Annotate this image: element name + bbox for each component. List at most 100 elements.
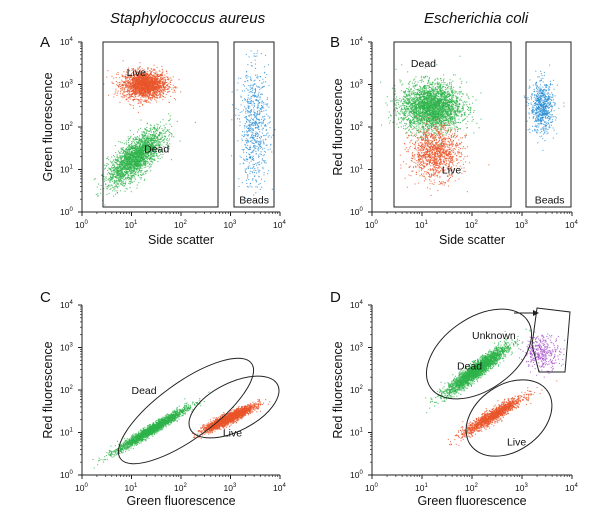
data-point: [140, 177, 142, 179]
data-point: [137, 174, 139, 176]
data-point: [148, 94, 150, 96]
data-point: [167, 86, 169, 88]
data-point: [140, 144, 142, 146]
data-point: [146, 81, 148, 83]
data-point: [151, 161, 153, 163]
data-point: [260, 109, 262, 111]
data-point: [127, 146, 129, 148]
data-point: [135, 165, 137, 167]
data-point: [147, 91, 149, 93]
data-point: [109, 179, 111, 181]
data-point: [127, 155, 129, 157]
data-point: [139, 88, 141, 90]
data-point: [147, 95, 149, 97]
data-point: [135, 159, 137, 161]
data-point: [106, 163, 108, 165]
data-point: [100, 185, 102, 187]
data-point: [159, 141, 161, 143]
data-point: [121, 175, 123, 177]
data-point: [255, 89, 257, 91]
data-point: [247, 76, 249, 78]
data-point: [157, 77, 159, 79]
data-point: [155, 91, 157, 93]
data-point: [144, 178, 146, 180]
data-point: [150, 83, 152, 85]
data-point: [139, 162, 141, 164]
data-point: [139, 99, 141, 101]
data-point: [124, 167, 126, 169]
data-point: [145, 141, 147, 143]
data-point: [248, 85, 250, 87]
data-point: [120, 158, 122, 160]
data-point: [130, 74, 132, 76]
data-point: [143, 96, 145, 98]
data-point: [137, 143, 139, 145]
data-point: [256, 119, 258, 121]
data-point: [148, 141, 150, 143]
data-point: [123, 76, 125, 78]
data-point: [120, 169, 122, 171]
data-point: [136, 169, 138, 171]
data-point: [133, 171, 135, 173]
data-point: [161, 90, 163, 92]
data-point: [254, 92, 256, 94]
data-point: [140, 150, 142, 152]
data-point: [149, 86, 151, 88]
data-point: [145, 80, 147, 82]
data-point: [139, 105, 141, 107]
data-point: [167, 77, 169, 79]
data-point: [137, 150, 139, 152]
data-point: [116, 179, 118, 181]
data-point: [142, 103, 144, 105]
data-point: [156, 78, 158, 80]
data-point: [143, 138, 145, 140]
data-point: [148, 75, 150, 77]
data-point: [271, 188, 273, 190]
data-point: [139, 161, 141, 163]
data-point: [145, 96, 147, 98]
data-point: [159, 127, 161, 129]
data-point: [141, 137, 143, 139]
data-point: [140, 127, 142, 129]
data-point: [138, 93, 140, 95]
data-point: [252, 129, 254, 131]
data-point: [136, 147, 138, 149]
data-point: [252, 89, 254, 91]
data-point: [167, 91, 169, 93]
data-point: [151, 75, 153, 77]
data-point: [127, 82, 129, 84]
data-point: [157, 139, 159, 141]
data-point: [170, 133, 172, 135]
data-point: [255, 141, 257, 143]
data-point: [153, 83, 155, 85]
data-point: [254, 59, 256, 61]
data-point: [168, 130, 170, 132]
data-point: [137, 142, 139, 144]
data-point: [173, 90, 175, 92]
data-point: [134, 89, 136, 91]
data-point: [117, 173, 119, 175]
data-point: [248, 165, 250, 167]
data-point: [143, 161, 145, 163]
data-point: [115, 77, 117, 79]
data-point: [113, 182, 115, 184]
data-point: [136, 69, 138, 71]
data-point: [104, 204, 106, 206]
data-point: [145, 132, 147, 134]
data-point: [154, 78, 156, 80]
data-point: [149, 81, 151, 83]
data-point: [118, 166, 120, 168]
data-point: [109, 184, 111, 186]
data-point: [150, 83, 152, 85]
data-point: [254, 55, 256, 57]
data-point: [140, 160, 142, 162]
data-point: [151, 68, 153, 70]
data-point: [118, 81, 120, 83]
data-point: [161, 83, 163, 85]
data-point: [139, 83, 141, 85]
data-point: [109, 185, 111, 187]
data-point: [119, 83, 121, 85]
data-point: [155, 73, 157, 75]
data-point: [132, 146, 134, 148]
data-point: [141, 92, 143, 94]
